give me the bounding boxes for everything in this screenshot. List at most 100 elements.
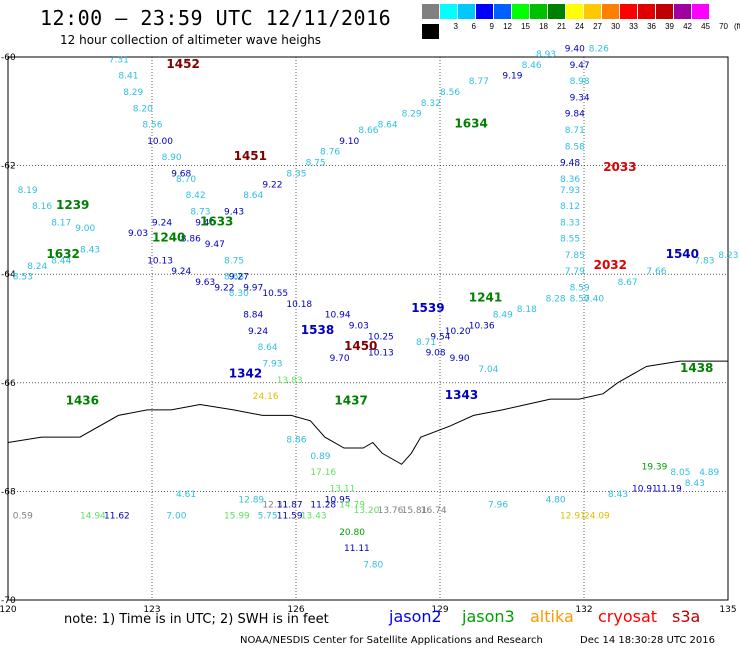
swh-value: 9.27	[229, 273, 249, 283]
swh-value: 9.22	[214, 283, 234, 293]
swh-value: 19.39	[642, 463, 668, 473]
mission-s3a: s3a	[672, 607, 701, 626]
swh-value: 10.36	[469, 322, 495, 332]
legend-bin-label: 39	[665, 22, 674, 31]
swh-value: 14.94	[80, 512, 106, 522]
pass-time-label: 1240	[152, 231, 185, 245]
swh-value: 8.64	[243, 191, 263, 201]
pass-time-label: 1634	[454, 117, 487, 131]
swh-value: 13.83	[277, 376, 303, 386]
swh-value: 8.76	[320, 148, 340, 158]
swh-value: 8.19	[18, 186, 38, 196]
swh-value: 9.24	[248, 327, 268, 337]
lat-tick-label: -64	[1, 270, 16, 280]
swh-value: 5.75	[258, 512, 278, 522]
swh-value: 16.74	[421, 506, 447, 516]
swh-value: 7.40	[584, 294, 604, 304]
swh-value: 9.97	[243, 283, 263, 293]
swh-value: 8.36	[560, 175, 580, 185]
legend-bin-label: 24	[575, 22, 584, 31]
pass-time-label: 1451	[234, 149, 267, 163]
pass-time-label: 1538	[301, 323, 334, 337]
swh-value: 7.83	[694, 256, 714, 266]
legend-swatch	[674, 4, 692, 19]
swh-value: 8.05	[670, 468, 690, 478]
swh-value: 9.54	[430, 332, 450, 342]
swh-value: 10.91	[632, 484, 658, 494]
pass-time-label: 1452	[166, 57, 199, 71]
swh-value: 10.95	[325, 495, 351, 505]
swh-value: 8.12	[560, 202, 580, 212]
swh-value: 8.55	[560, 235, 580, 245]
swh-value: 8.86	[181, 235, 201, 245]
swh-value: 8.64	[378, 121, 398, 131]
swh-value: 8.64	[258, 343, 278, 353]
legend-bin-label: 33	[629, 22, 638, 31]
legend-bin-label: 21	[557, 22, 566, 31]
swh-value: 8.44	[51, 256, 71, 266]
swh-value: 7.93	[560, 186, 580, 196]
swh-value: 13.20	[354, 506, 380, 516]
swh-value: 9.00	[75, 224, 95, 234]
legend-swatch	[566, 4, 584, 19]
swh-value: 8.17	[51, 218, 71, 228]
swh-value: 9.24	[171, 267, 191, 277]
lat-tick-label: -70	[1, 596, 16, 606]
swh-value: 9.90	[450, 354, 470, 364]
swh-value: 9.47	[205, 240, 225, 250]
swh-value: 8.56	[142, 121, 162, 131]
pass-time-label: 1450	[344, 339, 377, 353]
swh-value: 10.18	[286, 300, 312, 310]
legend-swatch	[422, 24, 440, 39]
legend-swatch	[512, 4, 530, 19]
swh-value: 8.66	[358, 126, 378, 136]
swh-value: 9.03	[349, 322, 369, 332]
swh-value: 9.40	[195, 218, 215, 228]
swh-value: 8.30	[229, 289, 249, 299]
swh-value: 10.20	[445, 327, 471, 337]
swh-value: 8.20	[133, 104, 153, 114]
swh-value: 11.59	[277, 512, 303, 522]
swh-value: 8.75	[224, 256, 244, 266]
page-subtitle: 12 hour collection of altimeter wave hei…	[60, 33, 322, 47]
swh-value: 8.77	[469, 77, 489, 87]
swh-value: 10.13	[147, 256, 173, 266]
swh-value: 8.33	[560, 218, 580, 228]
swh-value: 8.41	[118, 72, 138, 82]
swh-value: 8.42	[186, 191, 206, 201]
pass-time-label: 2032	[594, 258, 627, 272]
swh-value: 7.66	[646, 267, 666, 277]
swh-value: 7.93	[262, 360, 282, 370]
swh-value: 9.68	[171, 169, 191, 179]
swh-value: 14.79	[339, 501, 365, 511]
swh-value: 8.75	[306, 159, 326, 169]
legend-bin-label: 36	[647, 22, 656, 31]
swh-value: 8.53	[13, 273, 33, 283]
swh-value: 24.09	[584, 512, 610, 522]
legend-bin-label: 15	[521, 22, 530, 31]
lon-tick-label: 129	[431, 605, 448, 615]
pass-time-label: 2033	[603, 160, 636, 174]
legend-swatch	[458, 4, 476, 19]
footer-credit: NOAA/NESDIS Center for Satellite Applica…	[240, 635, 543, 646]
swh-value: 12.91	[560, 512, 586, 522]
swh-value: 7.79	[565, 267, 585, 277]
swh-value: 8.67	[618, 278, 638, 288]
lon-tick-label: 135	[719, 605, 736, 615]
swh-value: 8.43	[80, 245, 100, 255]
swh-value: 8.68	[224, 273, 244, 283]
legend-swatch	[710, 4, 728, 19]
swh-value: 11.87	[277, 501, 303, 511]
swh-value: 8.50	[570, 294, 590, 304]
pass-time-label: 1437	[334, 394, 367, 408]
swh-value: 9.34	[570, 93, 590, 103]
swh-value: 10.94	[325, 311, 351, 321]
swh-value: 8.84	[243, 311, 263, 321]
swh-value: 9.84	[565, 110, 585, 120]
swh-value: 8.16	[32, 202, 52, 212]
swh-value: 9.03	[128, 229, 148, 239]
swh-value: 9.22	[262, 180, 282, 190]
legend-swatch	[656, 4, 674, 19]
